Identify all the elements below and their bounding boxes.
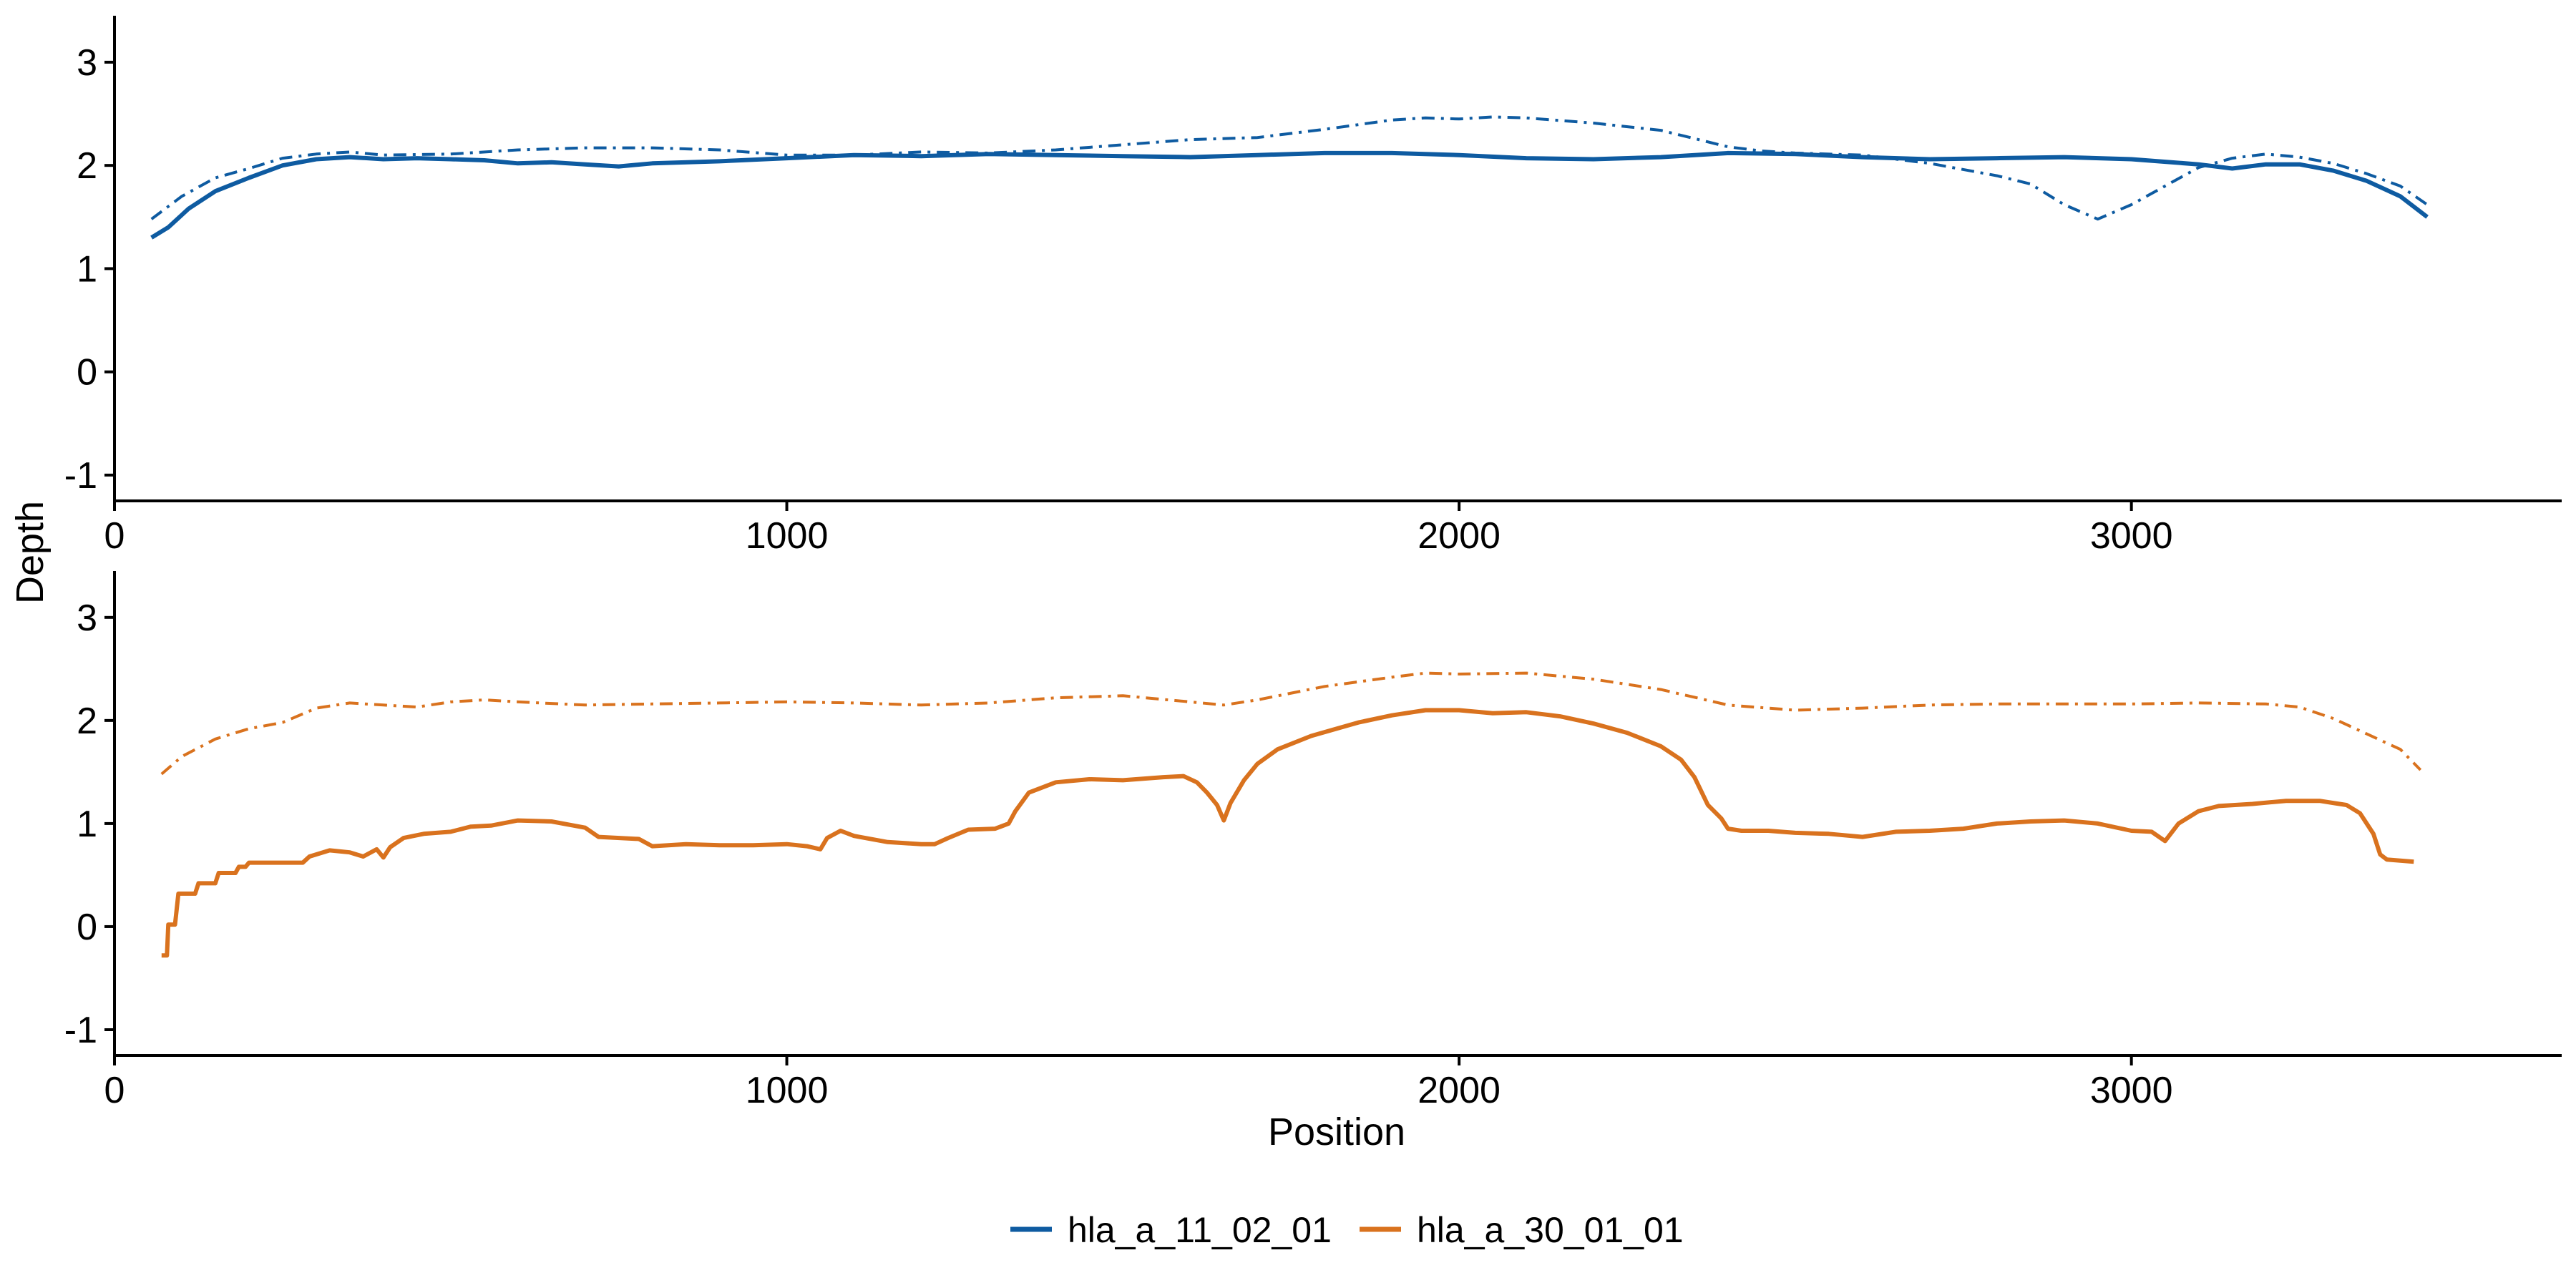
legend: hla_a_11_02_01 hla_a_30_01_01 (1010, 1210, 1684, 1250)
x-tick-label: 2000 (1418, 515, 1501, 557)
legend-label-hla-a-11-02-01: hla_a_11_02_01 (1068, 1210, 1332, 1250)
x-tick-label: 1000 (746, 515, 829, 557)
y-tick-label: 0 (77, 907, 97, 948)
y-tick-label: 1 (77, 804, 97, 845)
x-tick-label: 3000 (2090, 1070, 2173, 1111)
y-tick-label: 3 (77, 597, 97, 639)
y-axis-title: Depth (9, 501, 52, 604)
legend-label-hla-a-30-01-01: hla_a_30_01_01 (1417, 1210, 1684, 1250)
y-tick-label: -1 (64, 1010, 97, 1051)
x-tick-label: 3000 (2090, 515, 2173, 557)
y-tick-label: 2 (77, 701, 97, 742)
y-tick-label: 3 (77, 42, 97, 84)
x-tick-label: 0 (104, 1070, 125, 1111)
y-tick-label: 2 (77, 145, 97, 187)
y-tick-label: 0 (77, 352, 97, 394)
series-line-dashdot (160, 671, 2422, 776)
series-line-dashdot (150, 115, 2429, 221)
series-line-solid (161, 708, 2414, 958)
x-tick-label: 1000 (746, 1070, 829, 1111)
y-tick-label: -1 (64, 455, 97, 497)
y-tick-label: 1 (77, 248, 97, 290)
series-line-solid (150, 150, 2429, 240)
x-tick-label: 2000 (1418, 1070, 1501, 1111)
x-tick-label: 0 (104, 515, 125, 557)
x-axis-title: Position (1268, 1111, 1405, 1153)
